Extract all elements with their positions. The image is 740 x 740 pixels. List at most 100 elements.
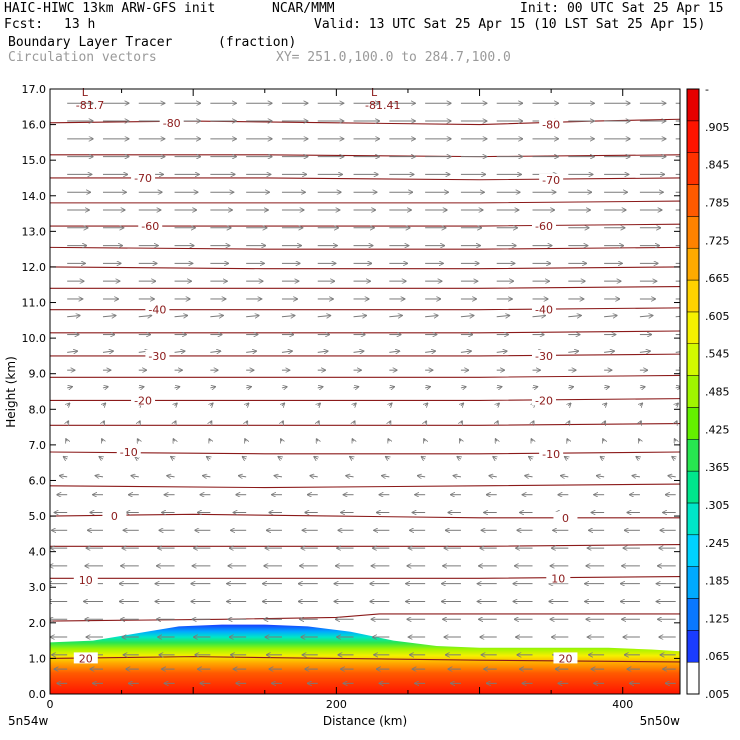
contour-label-bg bbox=[145, 349, 170, 361]
circulation-vector bbox=[318, 421, 319, 424]
colorbar-segment bbox=[686, 630, 700, 663]
circulation-vector bbox=[525, 476, 533, 477]
circulation-vector bbox=[138, 387, 144, 388]
contour-label-bg bbox=[539, 447, 564, 459]
circulation-vector bbox=[531, 439, 532, 442]
circulation-vector bbox=[640, 421, 641, 424]
circulation-vector bbox=[639, 351, 650, 352]
colorbar-label: .065 bbox=[705, 650, 730, 663]
circulation-vector bbox=[282, 421, 283, 424]
minimum-marker: L bbox=[371, 86, 378, 99]
colorbar-segment bbox=[686, 247, 700, 281]
circulation-vector bbox=[167, 476, 175, 477]
circulation-vector bbox=[346, 476, 354, 477]
circulation-vector bbox=[385, 457, 389, 460]
circulation-vector bbox=[317, 315, 331, 316]
contour-label: -60 bbox=[141, 220, 159, 233]
circulation-vector bbox=[568, 387, 573, 388]
contour-label: -10 bbox=[120, 446, 138, 459]
circulation-vector bbox=[604, 421, 605, 424]
circulation-vector bbox=[668, 476, 676, 477]
y-tick-label: 13.0 bbox=[22, 225, 47, 238]
y-tick-label: 7.0 bbox=[29, 439, 47, 452]
colorbar-segment bbox=[686, 375, 700, 408]
circulation-vector bbox=[568, 403, 571, 406]
circulation-vector bbox=[242, 457, 246, 460]
circulation-vector bbox=[274, 476, 283, 477]
circulation-vector bbox=[354, 403, 357, 406]
circulation-vector bbox=[425, 387, 430, 388]
circulation-vector bbox=[389, 403, 392, 406]
contour-label: -70 bbox=[542, 174, 560, 187]
circulation-vector bbox=[460, 439, 461, 442]
contour-label: -20 bbox=[535, 394, 553, 407]
circulation-vector bbox=[203, 476, 211, 477]
circulation-vector bbox=[496, 315, 510, 316]
circulation-vector bbox=[246, 387, 251, 388]
circulation-vector bbox=[529, 457, 533, 460]
contour-label-bg bbox=[531, 394, 556, 406]
circulation-vector bbox=[350, 457, 354, 460]
x-tick-label: 400 bbox=[612, 698, 633, 711]
circulation-vector bbox=[246, 351, 256, 352]
circulation-vector bbox=[640, 403, 643, 406]
colorbar-frame bbox=[686, 88, 700, 695]
y-tick-label: 0.0 bbox=[29, 688, 47, 701]
colorbar-label: .365 bbox=[705, 461, 730, 474]
colorbar-segment bbox=[686, 311, 700, 344]
field-name: Boundary Layer Tracer bbox=[8, 35, 173, 50]
circulation-vector bbox=[102, 351, 113, 352]
circulation-vector bbox=[317, 387, 323, 388]
circulation-vector bbox=[675, 387, 680, 388]
contour-label: -80 bbox=[163, 117, 181, 130]
circulation-vector bbox=[278, 457, 282, 460]
contour-label: -20 bbox=[134, 394, 152, 407]
colorbar-segment bbox=[686, 661, 700, 695]
colorbar-label: - bbox=[705, 83, 709, 96]
contour-label-bg bbox=[138, 220, 163, 232]
circulation-vector bbox=[210, 403, 213, 406]
circulation-vector bbox=[600, 457, 604, 460]
circulation-vector bbox=[209, 439, 210, 442]
circulation-vector bbox=[353, 351, 364, 352]
circulation-vector bbox=[137, 439, 138, 442]
circulation-vector bbox=[604, 351, 614, 352]
circulation-vector bbox=[352, 439, 353, 442]
contour-label: -30 bbox=[148, 350, 166, 363]
colorbar-label: .185 bbox=[705, 575, 730, 588]
circulation-vector bbox=[103, 403, 106, 406]
circulation-vector bbox=[95, 476, 104, 477]
y-tick-label: 3.0 bbox=[29, 581, 47, 594]
contour-label-bg bbox=[531, 220, 556, 232]
contour-line bbox=[50, 543, 680, 547]
contour-label-bg bbox=[131, 394, 156, 406]
contour-label: -80 bbox=[542, 119, 560, 132]
circulation-vector bbox=[238, 476, 247, 477]
colorbar-label: .665 bbox=[705, 272, 730, 285]
colorbar-label: .845 bbox=[705, 159, 730, 172]
colorbar-segment bbox=[686, 120, 700, 153]
circulation-vector bbox=[281, 351, 292, 352]
contour-label: -60 bbox=[535, 220, 553, 233]
circulation-vector bbox=[389, 421, 390, 424]
colorbar-label: .545 bbox=[705, 348, 730, 361]
circulation-vector bbox=[639, 439, 640, 442]
contour-label: -40 bbox=[535, 304, 553, 317]
y-tick-label: 10.0 bbox=[22, 332, 47, 345]
y-tick-label: 1.0 bbox=[29, 652, 47, 665]
circulation-vector bbox=[102, 439, 103, 442]
circulation-vector bbox=[210, 421, 211, 424]
contour-line bbox=[50, 353, 680, 357]
contour-label-bg bbox=[531, 349, 556, 361]
circulation-vector bbox=[639, 387, 645, 388]
contour-label-bg bbox=[159, 116, 184, 128]
minimum-value: -81.41 bbox=[365, 99, 400, 112]
contour-label-bg bbox=[539, 118, 564, 130]
colorbar-label: .485 bbox=[705, 386, 730, 399]
minimum-value: -81.7 bbox=[76, 99, 104, 112]
circulation-vector bbox=[417, 476, 426, 477]
circulation-vector bbox=[59, 476, 68, 477]
circulation-vector bbox=[421, 457, 425, 460]
contour-line bbox=[50, 483, 680, 489]
contour-line bbox=[50, 422, 680, 426]
